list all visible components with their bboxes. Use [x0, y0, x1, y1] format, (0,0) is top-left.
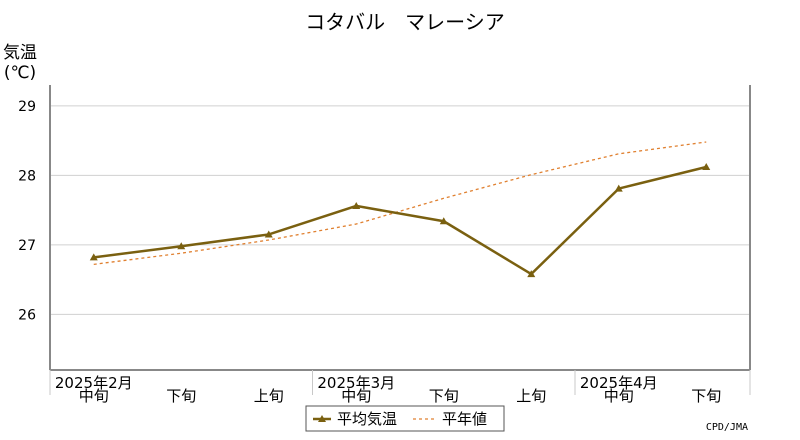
y-tick-label: 26	[18, 307, 36, 323]
data-point-avg	[527, 270, 536, 278]
x-tick-label: 下旬	[691, 387, 721, 405]
legend-label-normal: 平年値	[442, 410, 487, 428]
legend-marker-avg	[318, 415, 326, 422]
x-month-label: 2025年4月	[580, 374, 658, 392]
data-point-avg	[352, 201, 361, 209]
data-point-avg	[439, 217, 448, 225]
data-point-avg	[89, 253, 98, 261]
x-tick-label: 中旬	[341, 387, 371, 405]
series-line-normal	[93, 141, 707, 265]
series-line-avg	[93, 165, 707, 276]
y-tick-label: 29	[18, 99, 36, 115]
legend-box	[305, 405, 505, 432]
x-tick-label: 下旬	[166, 387, 196, 405]
data-point-avg	[614, 184, 623, 192]
x-tick-label: 中旬	[79, 387, 109, 405]
y-axis-label: 気温	[3, 43, 37, 63]
data-point-avg	[264, 230, 273, 238]
data-point-avg	[702, 163, 711, 171]
credit-label: CPD/JMA	[706, 422, 748, 433]
x-tick-label: 上旬	[254, 387, 284, 405]
chart-title: コタバル マレーシア	[305, 10, 505, 34]
x-tick-label: 中旬	[604, 387, 634, 405]
y-tick-label: 27	[18, 238, 36, 254]
legend-label-avg: 平均気温	[337, 410, 397, 428]
legend: 平均気温 平年値	[305, 405, 505, 432]
y-axis-unit: (℃)	[4, 63, 36, 83]
x-month-label: 2025年3月	[317, 374, 395, 392]
x-tick-label: 上旬	[516, 387, 546, 405]
x-tick-label: 下旬	[429, 387, 459, 405]
data-point-avg	[177, 242, 186, 250]
x-month-label: 2025年2月	[55, 374, 133, 392]
y-tick-label: 28	[18, 168, 36, 184]
